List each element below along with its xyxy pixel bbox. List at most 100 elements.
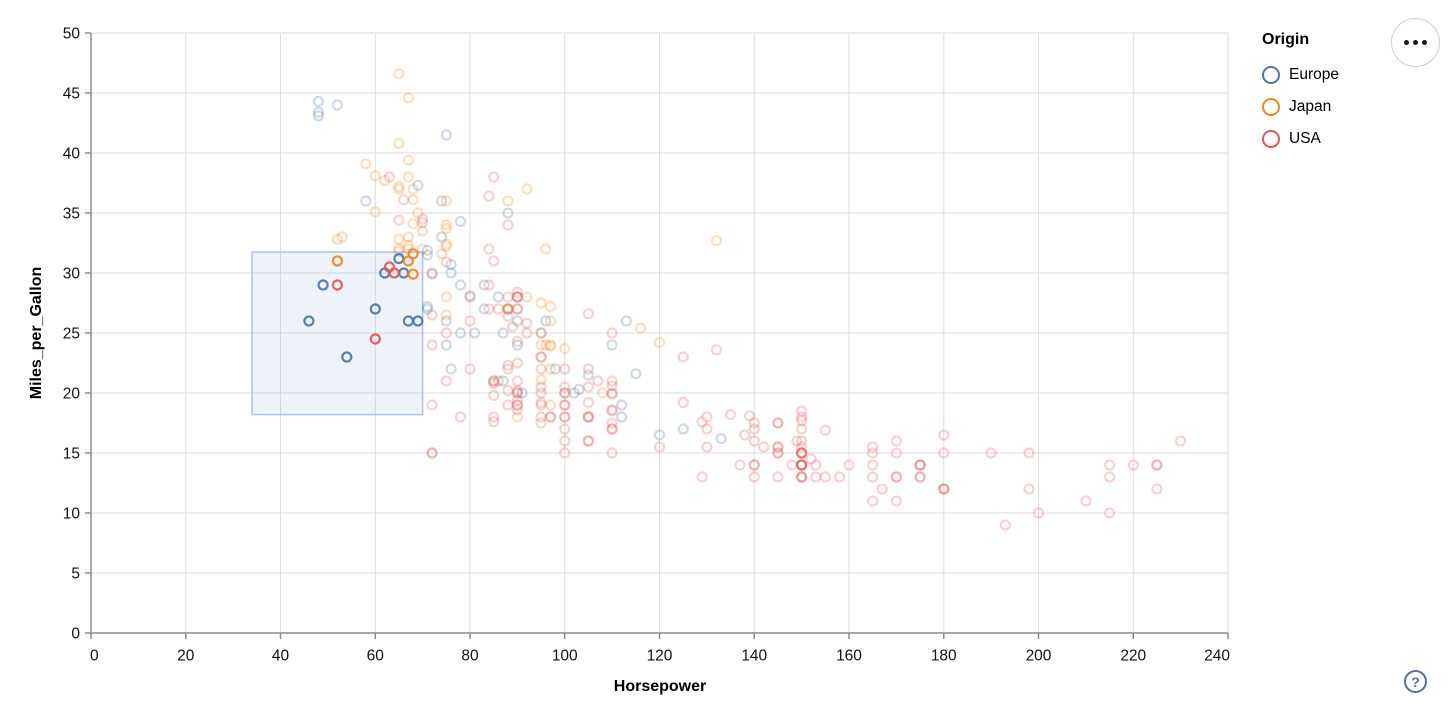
point-usa bbox=[938, 429, 950, 441]
point-europe bbox=[620, 315, 632, 327]
y-tick-label: 20 bbox=[63, 385, 81, 402]
point-usa bbox=[582, 397, 595, 409]
point-usa bbox=[483, 279, 495, 291]
point-japan bbox=[336, 231, 348, 243]
point-usa bbox=[795, 471, 808, 483]
point-usa bbox=[758, 441, 770, 453]
help-icon[interactable]: ? bbox=[1404, 670, 1427, 693]
point-usa bbox=[606, 417, 618, 429]
point-usa bbox=[710, 344, 723, 356]
point-usa bbox=[606, 447, 618, 459]
legend-entry-usa[interactable]: USA bbox=[1262, 123, 1339, 155]
point-europe bbox=[653, 429, 666, 441]
point-europe bbox=[511, 291, 524, 303]
point-usa bbox=[488, 411, 500, 423]
point-europe bbox=[445, 267, 457, 279]
point-usa bbox=[795, 459, 808, 471]
point-usa bbox=[582, 411, 595, 423]
point-usa bbox=[677, 397, 689, 409]
y-tick-label: 35 bbox=[63, 205, 80, 222]
point-japan bbox=[407, 194, 419, 206]
point-japan bbox=[710, 235, 723, 247]
point-europe bbox=[454, 327, 467, 339]
point-usa bbox=[488, 416, 500, 428]
point-europe bbox=[535, 327, 547, 339]
point-europe bbox=[421, 301, 433, 313]
brush-selection-rect[interactable] bbox=[251, 251, 424, 416]
point-usa bbox=[890, 435, 903, 447]
point-usa bbox=[1080, 495, 1092, 507]
point-usa bbox=[582, 308, 595, 320]
point-usa bbox=[791, 435, 803, 447]
point-usa bbox=[511, 387, 524, 399]
point-usa bbox=[890, 447, 903, 459]
point-europe bbox=[497, 375, 509, 387]
point-usa bbox=[1023, 447, 1035, 459]
point-europe bbox=[421, 303, 433, 315]
point-usa bbox=[535, 351, 547, 363]
point-europe bbox=[436, 195, 448, 207]
point-usa bbox=[772, 447, 784, 459]
point-japan bbox=[393, 183, 405, 195]
point-europe bbox=[436, 231, 448, 243]
point-usa bbox=[502, 310, 514, 322]
point-usa bbox=[606, 404, 618, 416]
legend-entry-europe[interactable]: Europe bbox=[1262, 59, 1339, 91]
point-usa bbox=[582, 435, 595, 447]
point-usa bbox=[1023, 483, 1035, 495]
point-usa bbox=[483, 243, 495, 255]
point-europe bbox=[440, 339, 452, 351]
point-japan bbox=[393, 181, 405, 193]
point-japan bbox=[535, 374, 547, 386]
x-tick-label: 220 bbox=[1120, 647, 1146, 664]
point-japan bbox=[502, 303, 514, 315]
point-japan bbox=[369, 170, 381, 182]
point-usa bbox=[511, 394, 524, 406]
point-usa bbox=[582, 381, 595, 393]
vega-actions-menu-button[interactable] bbox=[1391, 18, 1440, 67]
point-usa bbox=[739, 429, 751, 441]
point-usa bbox=[502, 385, 514, 397]
y-tick-label: 30 bbox=[63, 265, 81, 282]
point-usa bbox=[772, 417, 784, 429]
point-usa bbox=[890, 471, 903, 483]
point-usa bbox=[772, 471, 784, 483]
point-usa bbox=[535, 411, 547, 423]
point-usa bbox=[417, 217, 429, 229]
legend-entry-japan[interactable]: Japan bbox=[1262, 91, 1339, 123]
point-japan bbox=[402, 239, 414, 251]
point-usa bbox=[606, 387, 618, 399]
point-usa bbox=[1151, 459, 1163, 471]
point-usa bbox=[559, 387, 571, 399]
y-axis-title: Miles_per_Gallon bbox=[28, 266, 45, 400]
point-usa bbox=[795, 471, 808, 483]
point-usa bbox=[999, 519, 1011, 531]
point-europe bbox=[615, 411, 628, 423]
y-tick-label: 25 bbox=[63, 325, 80, 342]
point-japan bbox=[544, 301, 557, 313]
point-usa bbox=[606, 380, 618, 392]
point-usa bbox=[502, 399, 514, 411]
point-usa bbox=[696, 471, 708, 483]
point-europe bbox=[331, 99, 343, 111]
point-usa bbox=[795, 441, 808, 453]
point-usa bbox=[748, 435, 760, 447]
point-usa bbox=[867, 495, 879, 507]
point-europe bbox=[540, 315, 552, 327]
x-tick-label: 140 bbox=[741, 647, 767, 664]
point-usa bbox=[795, 411, 808, 423]
point-usa bbox=[559, 399, 571, 411]
point-usa bbox=[843, 459, 855, 471]
point-usa bbox=[511, 399, 524, 411]
point-japan bbox=[331, 255, 343, 267]
axes: 0 20 40 60 80 100 120 140 160 180 200 220 240 0 5 10 15 2… bbox=[63, 25, 1231, 664]
point-usa bbox=[795, 435, 808, 447]
point-usa bbox=[488, 255, 500, 267]
point-usa bbox=[701, 423, 713, 435]
x-tick-label: 20 bbox=[177, 647, 195, 664]
point-usa bbox=[559, 381, 571, 393]
point-usa bbox=[559, 363, 571, 375]
point-japan bbox=[436, 248, 448, 260]
point-usa bbox=[1103, 459, 1116, 471]
